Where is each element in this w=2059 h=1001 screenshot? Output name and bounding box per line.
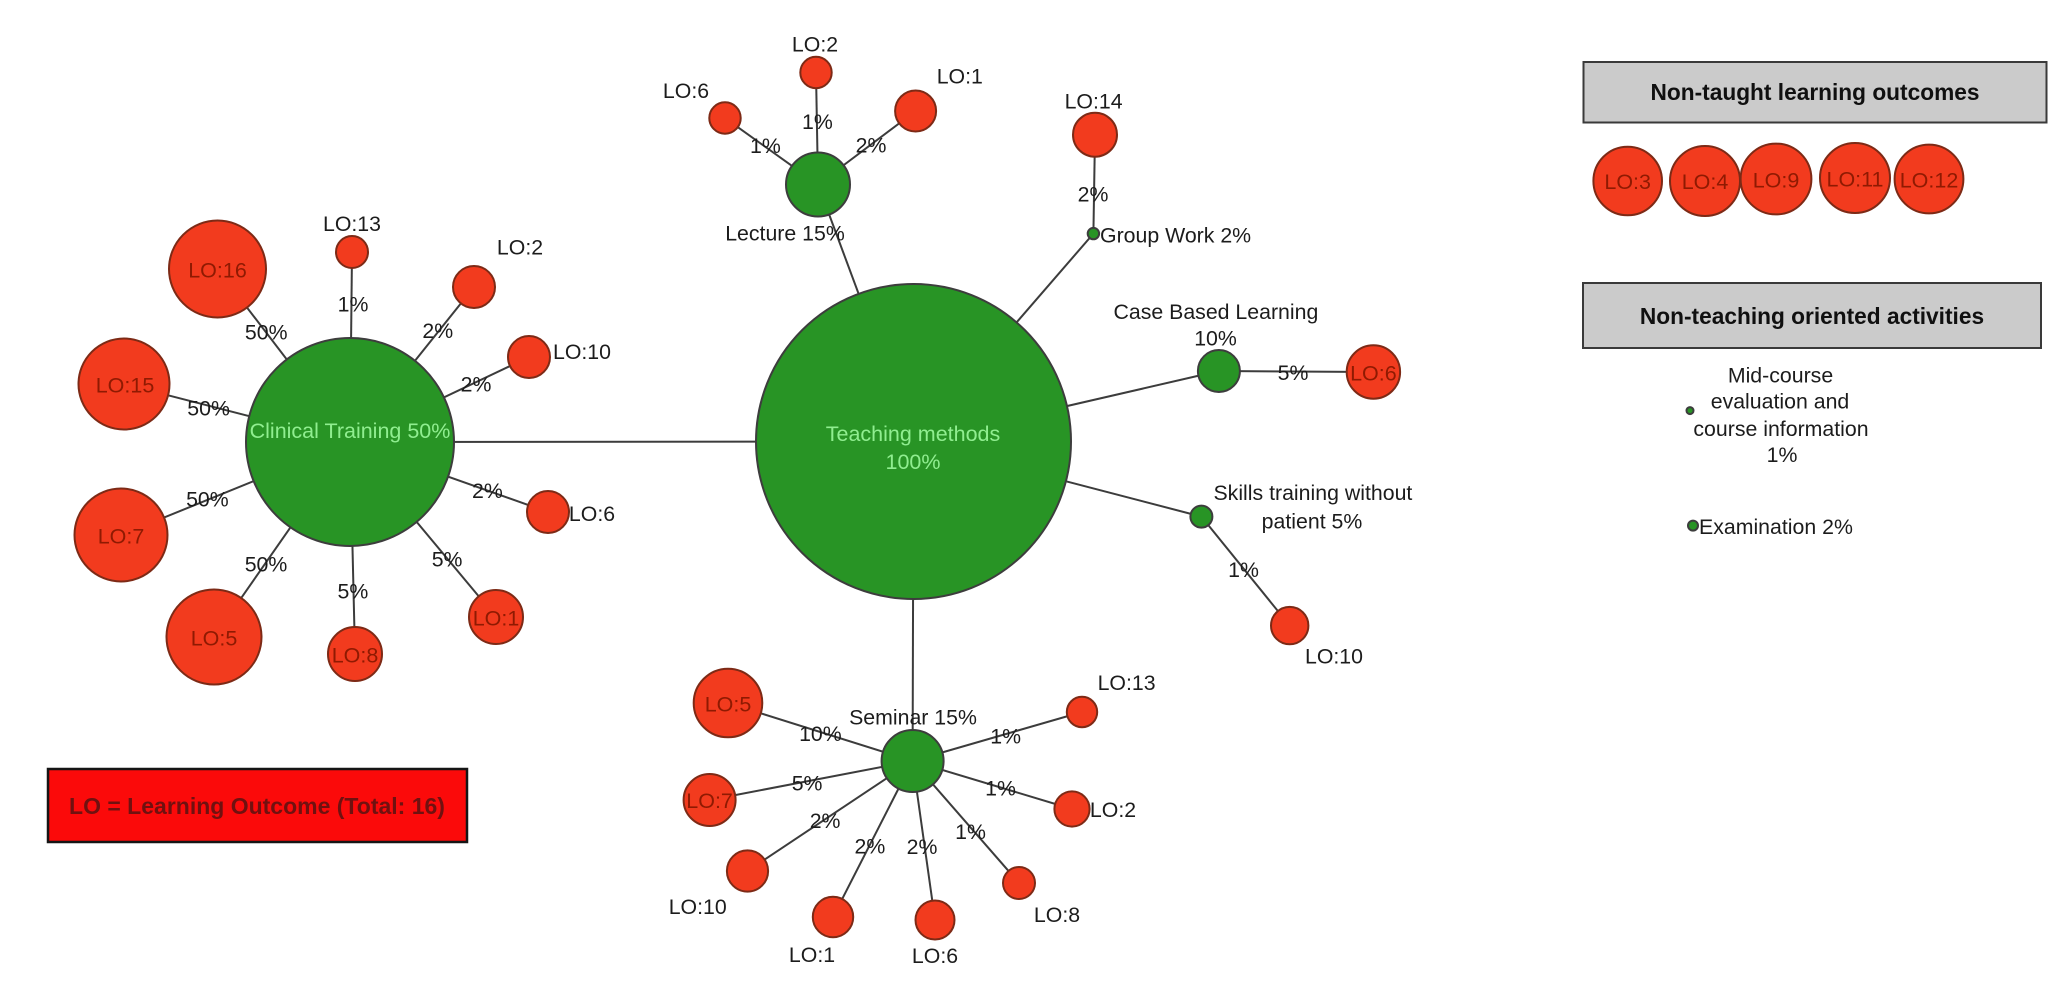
svg-text:LO:6: LO:6 xyxy=(912,944,958,968)
svg-text:10%: 10% xyxy=(799,722,842,746)
svg-text:LO:15: LO:15 xyxy=(96,374,155,398)
svg-text:Mid-course: Mid-course xyxy=(1728,363,1833,387)
svg-text:LO:10: LO:10 xyxy=(1305,645,1363,669)
svg-text:LO:1: LO:1 xyxy=(473,607,520,631)
svg-text:2%: 2% xyxy=(1078,182,1109,206)
svg-text:LO:8: LO:8 xyxy=(1034,903,1080,927)
svg-text:LO:6: LO:6 xyxy=(569,502,615,526)
svg-text:LO:7: LO:7 xyxy=(686,789,733,813)
svg-text:LO:10: LO:10 xyxy=(669,895,727,919)
svg-text:Non-teaching oriented activiti: Non-teaching oriented activities xyxy=(1640,303,1984,329)
svg-text:5%: 5% xyxy=(432,548,463,572)
svg-text:2%: 2% xyxy=(461,373,492,397)
svg-text:5%: 5% xyxy=(338,579,369,603)
svg-text:1%: 1% xyxy=(955,820,986,844)
svg-text:LO:1: LO:1 xyxy=(789,943,835,967)
svg-text:LO:11: LO:11 xyxy=(1827,168,1884,192)
svg-text:Teaching methods: Teaching methods xyxy=(826,422,1001,446)
svg-text:1%: 1% xyxy=(338,293,369,317)
svg-text:2%: 2% xyxy=(422,319,453,343)
svg-text:Seminar 15%: Seminar 15% xyxy=(849,706,977,730)
svg-text:LO:1: LO:1 xyxy=(937,65,983,89)
svg-text:evaluation and: evaluation and xyxy=(1711,389,1850,413)
svg-text:LO:4: LO:4 xyxy=(1682,170,1729,194)
svg-text:LO:6: LO:6 xyxy=(663,79,709,103)
svg-text:LO:2: LO:2 xyxy=(1090,798,1136,822)
svg-text:5%: 5% xyxy=(1278,361,1309,385)
svg-text:LO:5: LO:5 xyxy=(191,627,238,651)
svg-text:2%: 2% xyxy=(855,835,886,859)
svg-text:50%: 50% xyxy=(186,488,229,512)
svg-text:Non-taught learning outcomes: Non-taught learning outcomes xyxy=(1651,79,1980,105)
svg-text:50%: 50% xyxy=(245,321,288,345)
svg-text:Examination 2%: Examination 2% xyxy=(1699,515,1853,539)
svg-text:LO:9: LO:9 xyxy=(1753,169,1800,193)
svg-text:1%: 1% xyxy=(985,776,1016,800)
svg-text:Clinical Training 50%: Clinical Training 50% xyxy=(250,419,451,443)
svg-text:1%: 1% xyxy=(1767,443,1798,467)
svg-text:1%: 1% xyxy=(990,724,1021,748)
svg-text:10%: 10% xyxy=(1194,327,1237,351)
svg-text:LO:2: LO:2 xyxy=(497,236,543,260)
svg-text:1%: 1% xyxy=(802,110,833,134)
svg-text:1%: 1% xyxy=(750,134,781,158)
svg-text:LO:5: LO:5 xyxy=(705,693,752,717)
svg-text:1%: 1% xyxy=(1228,558,1259,582)
svg-text:50%: 50% xyxy=(187,396,230,420)
svg-text:Group Work 2%: Group Work 2% xyxy=(1100,223,1251,247)
svg-text:2%: 2% xyxy=(907,835,938,859)
svg-text:LO:13: LO:13 xyxy=(1098,671,1156,695)
svg-text:LO:2: LO:2 xyxy=(792,33,838,57)
svg-text:LO:16: LO:16 xyxy=(188,259,247,283)
svg-text:50%: 50% xyxy=(245,553,288,577)
svg-text:Skills training without: Skills training without xyxy=(1213,481,1412,505)
svg-text:2%: 2% xyxy=(810,809,841,833)
svg-text:LO:14: LO:14 xyxy=(1065,90,1123,114)
svg-text:LO:10: LO:10 xyxy=(553,340,611,364)
svg-text:LO:13: LO:13 xyxy=(323,212,381,236)
svg-text:2%: 2% xyxy=(856,133,887,157)
svg-text:course information: course information xyxy=(1693,417,1868,441)
svg-text:LO:12: LO:12 xyxy=(1900,169,1959,193)
svg-text:2%: 2% xyxy=(472,479,503,503)
svg-text:Lecture 15%: Lecture 15% xyxy=(725,221,845,245)
svg-text:LO = Learning Outcome (Total:: LO = Learning Outcome (Total: 16) xyxy=(69,793,445,819)
svg-text:LO:7: LO:7 xyxy=(98,525,145,549)
svg-text:LO:6: LO:6 xyxy=(1350,362,1397,386)
svg-text:LO:8: LO:8 xyxy=(332,644,379,668)
svg-text:Case Based Learning: Case Based Learning xyxy=(1113,300,1318,324)
svg-text:100%: 100% xyxy=(886,450,941,474)
svg-text:5%: 5% xyxy=(792,772,823,796)
svg-text:patient 5%: patient 5% xyxy=(1262,510,1363,534)
svg-text:LO:3: LO:3 xyxy=(1604,170,1651,194)
